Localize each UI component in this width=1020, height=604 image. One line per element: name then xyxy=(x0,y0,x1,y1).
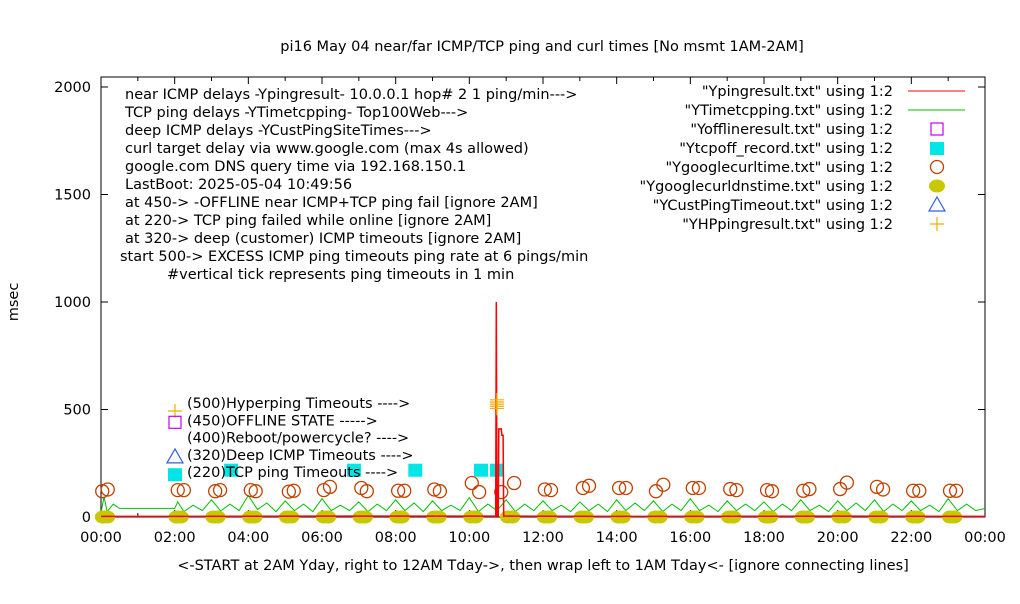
data-point-filled-circle xyxy=(246,511,262,524)
annotation-line: LastBoot: 2025-05-04 10:49:56 xyxy=(125,177,352,193)
data-point-open-circle xyxy=(465,477,478,490)
level-marker-open-triangle xyxy=(167,449,183,463)
annotation-line: TCP ping delays -YTimetcpping- Top100Web… xyxy=(124,105,468,121)
annotation-line: #vertical tick represents ping timeouts … xyxy=(167,267,514,283)
data-point-filled-circle xyxy=(467,511,483,524)
legend-entry-label: "Ygooglecurldnstime.txt" using 1:2 xyxy=(640,179,893,195)
level-marker-filled-square xyxy=(168,468,182,481)
y-tick-label: 1500 xyxy=(54,188,91,204)
legend-entry-label: "Ytcpoff_record.txt" using 1:2 xyxy=(679,141,893,157)
x-tick-label: 04:00 xyxy=(227,530,269,546)
data-point-open-circle xyxy=(473,486,486,499)
level-legend-label: (400)Reboot/powercycle? ----> xyxy=(187,431,409,447)
legend-marker-open-square xyxy=(931,123,943,135)
legend-entry-label: "YCustPingTimeout.txt" using 1:2 xyxy=(653,198,893,214)
x-tick-label: 20:00 xyxy=(817,530,859,546)
legend-marker-plus xyxy=(930,217,944,231)
y-tick-label: 2000 xyxy=(54,80,91,96)
legend-entry-label: "Ypingresult.txt" using 1:2 xyxy=(702,84,893,100)
x-tick-label: 08:00 xyxy=(375,530,417,546)
legend-entry-label: "Ygooglecurltime.txt" using 1:2 xyxy=(666,160,894,176)
data-point-open-circle xyxy=(508,477,521,490)
legend-marker-open-triangle xyxy=(929,197,945,211)
data-point-filled-circle xyxy=(836,511,852,524)
y-axis-label: msec xyxy=(6,283,22,322)
annotation-line: at 450-> -OFFLINE near ICMP+TCP ping fai… xyxy=(125,195,538,211)
data-point-filled-circle xyxy=(394,511,410,524)
annotation-line: deep ICMP delays -YCustPingSiteTimes---> xyxy=(125,123,432,139)
data-point-filled-circle xyxy=(431,511,447,524)
level-legend-label: (320)Deep ICMP Timeouts ----> xyxy=(187,448,414,464)
x-tick-label: 22:00 xyxy=(890,530,932,546)
level-marker-open-square xyxy=(169,416,181,428)
data-point-filled-circle xyxy=(541,511,557,524)
level-legend-label: (450)OFFLINE STATE -----> xyxy=(187,413,378,429)
level-legend-label: (500)Hyperping Timeouts ----> xyxy=(187,396,410,412)
level-legend-label: (220)TCP ping Timeouts ----> xyxy=(187,465,398,481)
y-tick-label: 1000 xyxy=(54,295,91,311)
x-tick-label: 02:00 xyxy=(154,530,196,546)
data-point-filled-circle xyxy=(799,511,815,524)
data-point-filled-circle xyxy=(725,511,741,524)
legend-entry-label: "Yofflineresult.txt" using 1:2 xyxy=(690,122,893,138)
x-tick-label: 18:00 xyxy=(743,530,785,546)
annotation-line: at 220-> TCP ping failed while online [i… xyxy=(125,213,491,229)
data-point-filled-square xyxy=(474,464,488,477)
x-axis-label: <-START at 2AM Yday, right to 12AM Tday-… xyxy=(177,558,909,574)
legend-marker-filled-square xyxy=(930,142,944,155)
x-tick-label: 00:00 xyxy=(80,530,122,546)
annotation-line: at 320-> deep (customer) ICMP timeouts [… xyxy=(125,231,521,247)
data-point-filled-circle xyxy=(873,511,889,524)
x-tick-label: 16:00 xyxy=(669,530,711,546)
data-point-filled-square xyxy=(408,464,422,477)
x-tick-label: 10:00 xyxy=(448,530,490,546)
data-point-filled-circle xyxy=(320,511,336,524)
x-tick-label: 12:00 xyxy=(522,530,564,546)
legend-entry-label: "YHPpingresult.txt" using 1:2 xyxy=(682,217,893,233)
annotation-line: curl target delay via www.google.com (ma… xyxy=(125,141,529,157)
annotation-line: google.com DNS query time via 192.168.15… xyxy=(125,159,466,175)
annotation-line: near ICMP delays -Ypingresult- 10.0.0.1 … xyxy=(125,87,577,103)
legend-marker-filled-circle xyxy=(929,180,945,193)
annotation-line: start 500-> EXCESS ICMP ping timeouts pi… xyxy=(120,249,588,265)
legend-entry-label: "YTimetcpping.txt" using 1:2 xyxy=(685,103,893,119)
legend-marker-open-circle xyxy=(931,161,944,174)
data-point-filled-circle xyxy=(283,511,299,524)
x-tick-label: 00:00 xyxy=(964,530,1006,546)
y-tick-label: 0 xyxy=(82,510,91,526)
chart-title: pi16 May 04 near/far ICMP/TCP ping and c… xyxy=(280,39,803,55)
data-point-filled-circle xyxy=(504,511,520,524)
data-point-filled-circle xyxy=(357,511,373,524)
x-tick-label: 06:00 xyxy=(301,530,343,546)
y-tick-label: 500 xyxy=(63,403,91,419)
x-tick-label: 14:00 xyxy=(596,530,638,546)
data-point-filled-circle xyxy=(762,511,778,524)
